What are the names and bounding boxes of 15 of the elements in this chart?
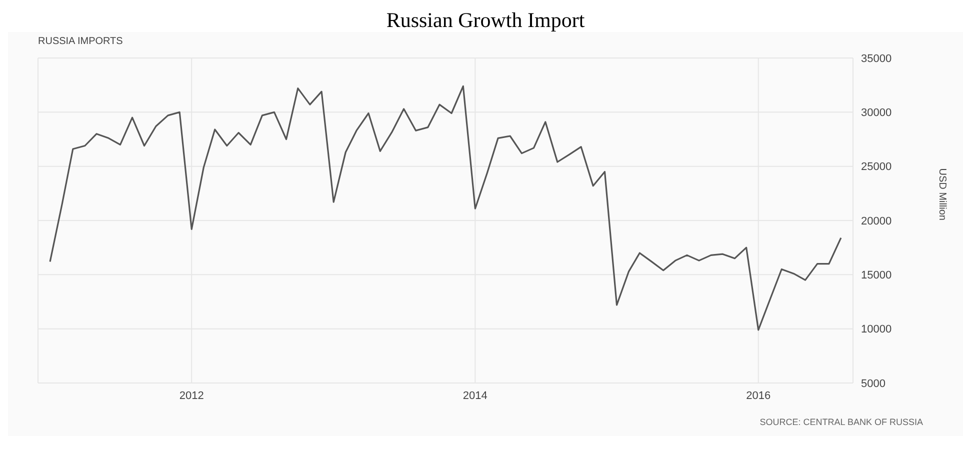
y-tick-label: 5000 <box>861 378 886 390</box>
x-tick-label: 2012 <box>179 390 204 402</box>
y-tick-label: 25000 <box>861 161 892 174</box>
y-tick-label: 30000 <box>861 107 892 120</box>
y-tick-label: 15000 <box>861 270 892 282</box>
x-tick-label: 2016 <box>746 390 771 402</box>
chart-subtitle: RUSSIA IMPORTS <box>38 36 123 47</box>
source-note: SOURCE: CENTRAL BANK OF RUSSIA <box>760 417 923 427</box>
y-axis-title: USD Million <box>936 168 948 220</box>
y-tick-label: 20000 <box>861 215 892 228</box>
chart-title: Russian Growth Import <box>385 8 586 32</box>
line-series <box>49 85 842 331</box>
x-tick-label: 2014 <box>462 390 488 402</box>
y-tick-label: 35000 <box>861 52 892 65</box>
y-tick-label: 10000 <box>861 324 892 336</box>
